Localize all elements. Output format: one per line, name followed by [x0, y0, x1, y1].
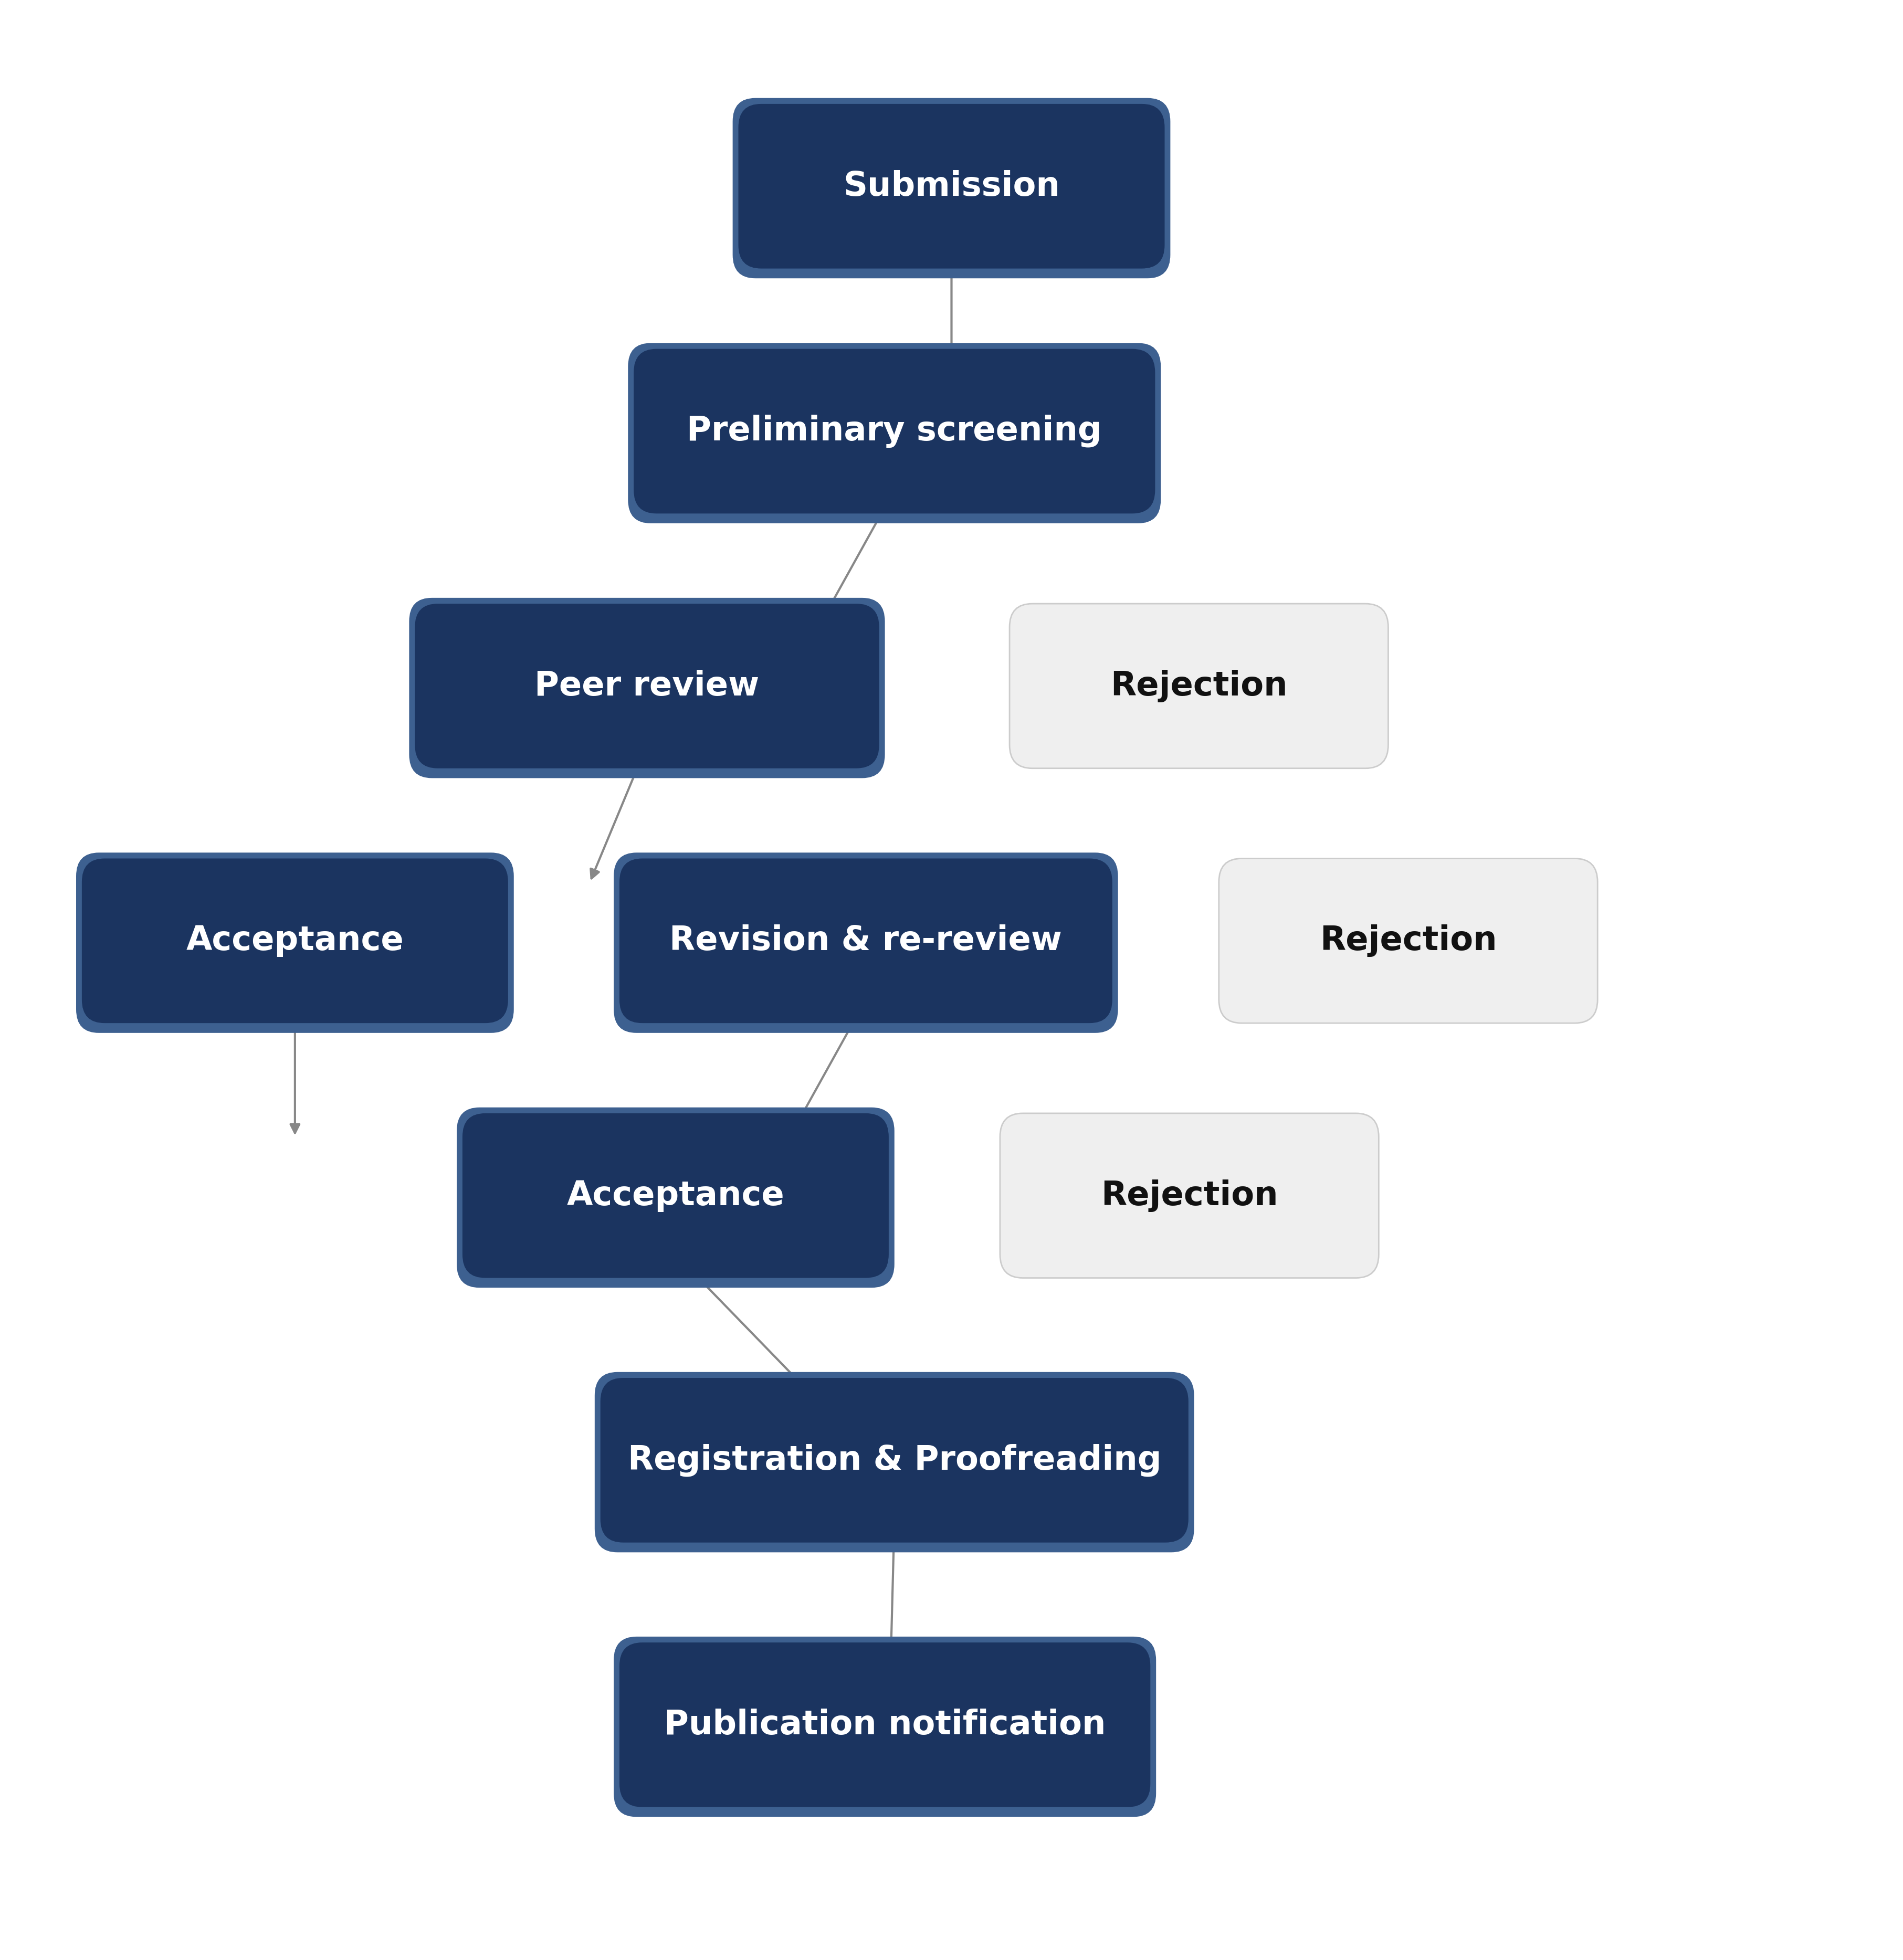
- Text: Rejection: Rejection: [1319, 925, 1498, 956]
- Text: Revision & re-review: Revision & re-review: [670, 925, 1062, 956]
- FancyBboxPatch shape: [409, 598, 885, 778]
- FancyBboxPatch shape: [457, 1107, 894, 1288]
- Text: Acceptance: Acceptance: [567, 1180, 784, 1211]
- FancyBboxPatch shape: [82, 858, 508, 1023]
- FancyBboxPatch shape: [601, 1378, 1187, 1543]
- FancyBboxPatch shape: [415, 604, 879, 768]
- Text: Rejection: Rejection: [1100, 1180, 1279, 1211]
- Text: Peer review: Peer review: [535, 670, 759, 702]
- FancyBboxPatch shape: [733, 98, 1170, 278]
- FancyBboxPatch shape: [1009, 604, 1387, 768]
- FancyBboxPatch shape: [462, 1113, 889, 1278]
- Text: Rejection: Rejection: [1109, 670, 1288, 702]
- FancyBboxPatch shape: [1220, 858, 1597, 1023]
- Text: Registration & Proofreading: Registration & Proofreading: [628, 1445, 1161, 1476]
- Text: Preliminary screening: Preliminary screening: [687, 416, 1102, 447]
- Text: Acceptance: Acceptance: [186, 925, 403, 956]
- FancyBboxPatch shape: [634, 349, 1155, 514]
- FancyBboxPatch shape: [594, 1372, 1195, 1552]
- FancyBboxPatch shape: [76, 853, 514, 1033]
- FancyBboxPatch shape: [620, 858, 1111, 1023]
- FancyBboxPatch shape: [613, 1637, 1157, 1817]
- FancyBboxPatch shape: [613, 853, 1119, 1033]
- FancyBboxPatch shape: [738, 104, 1165, 269]
- FancyBboxPatch shape: [628, 343, 1161, 523]
- FancyBboxPatch shape: [620, 1642, 1149, 1807]
- FancyBboxPatch shape: [1001, 1113, 1378, 1278]
- Text: Submission: Submission: [843, 171, 1060, 202]
- Text: Publication notification: Publication notification: [664, 1709, 1106, 1740]
